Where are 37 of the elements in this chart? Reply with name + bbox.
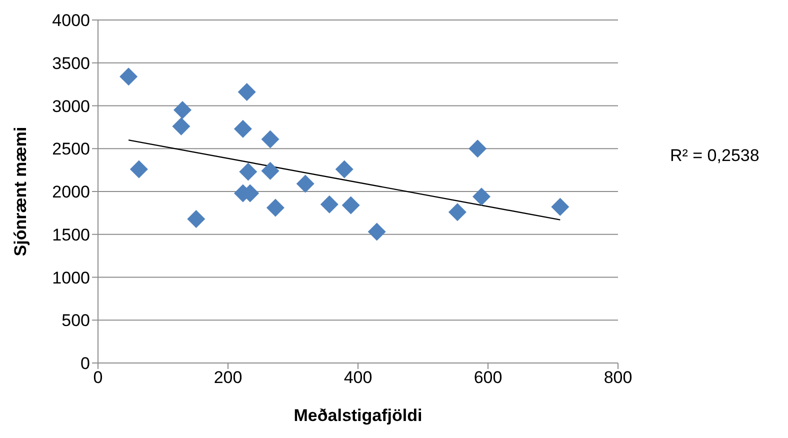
- x-tick-label: 600: [474, 368, 502, 388]
- text: R² = 0,2538: [670, 146, 760, 166]
- point: [234, 120, 252, 138]
- point: [261, 162, 280, 180]
- x-axis-title: Meðalstigafjöldi: [294, 406, 422, 425]
- y-axis-title: Sjónrænt mæmi: [11, 126, 30, 256]
- point: [551, 198, 570, 216]
- point: [320, 195, 338, 214]
- y-tick-label: 1000: [52, 268, 90, 288]
- point: [187, 210, 206, 228]
- point: [266, 198, 284, 217]
- x-tick-label: 200: [214, 368, 242, 388]
- point: [468, 140, 487, 158]
- point: [296, 174, 314, 193]
- point: [130, 160, 148, 178]
- y-tick-label: 3500: [52, 54, 90, 73]
- x-tick-label: 400: [344, 368, 372, 388]
- point: [238, 83, 256, 102]
- point: [120, 68, 138, 86]
- point: [472, 188, 490, 206]
- point: [172, 117, 190, 136]
- point: [261, 130, 280, 148]
- point: [342, 196, 360, 214]
- y-tick-label: 2000: [52, 182, 90, 202]
- x-tick-label: 800: [604, 368, 632, 388]
- point: [239, 162, 258, 181]
- point: [174, 101, 192, 120]
- y-tick-label: 4000: [52, 11, 90, 30]
- y-tick-label: 3000: [52, 96, 90, 116]
- point: [368, 222, 386, 241]
- y-tick-label: 0: [80, 354, 90, 374]
- y-tick-label: 2500: [52, 140, 90, 159]
- point: [335, 160, 354, 178]
- y-tick-label: 500: [62, 311, 90, 330]
- x-tick-label: 0: [93, 368, 103, 388]
- point: [448, 203, 466, 222]
- y-tick-label: 1500: [52, 225, 90, 244]
